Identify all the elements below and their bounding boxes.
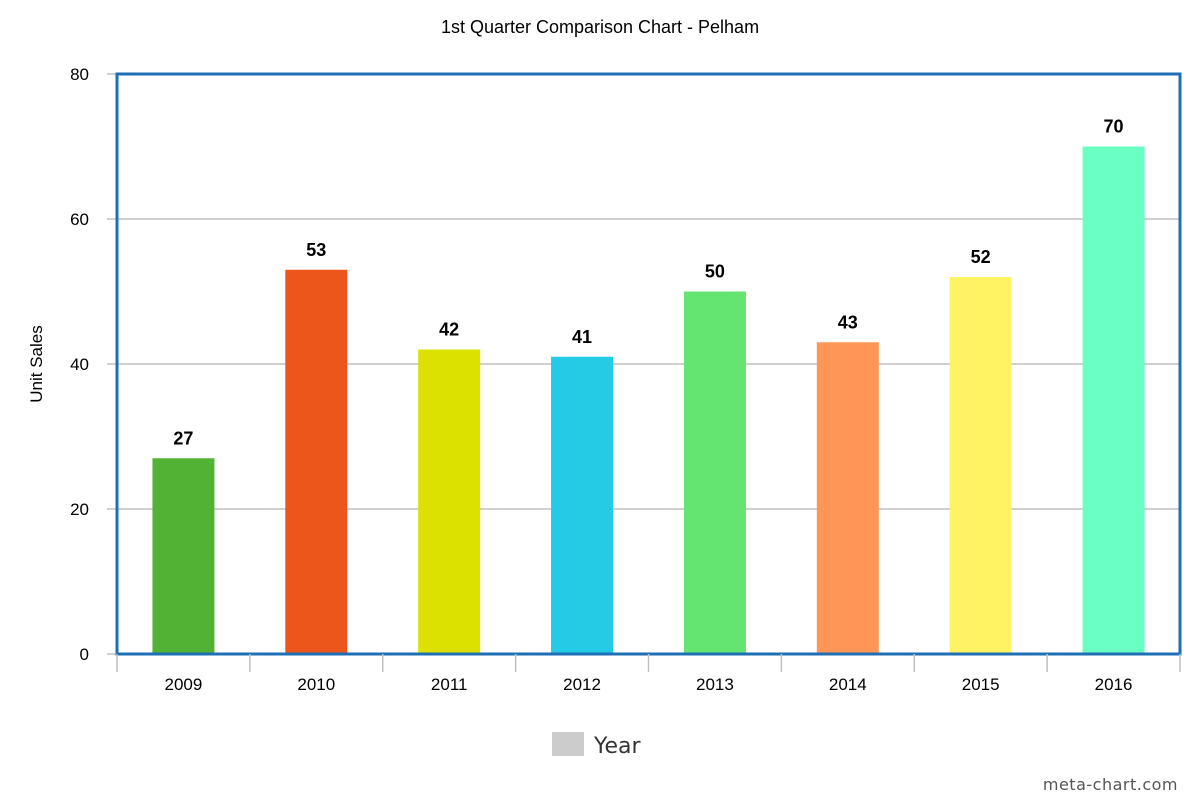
x-tick-label-2014: 2014 bbox=[829, 675, 867, 694]
data-label-2012: 41 bbox=[572, 327, 592, 347]
bar-2015[interactable] bbox=[949, 277, 1012, 654]
x-tick-label-2009: 2009 bbox=[165, 675, 203, 694]
data-label-2013: 50 bbox=[705, 262, 725, 282]
data-label-2014: 43 bbox=[838, 312, 858, 332]
y-axis-ticks: 0 20 40 60 80 bbox=[70, 65, 117, 664]
y-tick-label: 20 bbox=[70, 500, 89, 519]
x-axis-ticks: 2009 2010 2011 2012 2013 2014 2015 2016 bbox=[116, 654, 1181, 694]
bar-2014[interactable] bbox=[816, 342, 879, 654]
y-tick-label: 80 bbox=[70, 65, 89, 84]
grid-lines bbox=[117, 218, 1180, 510]
y-axis-label: Unit Sales bbox=[27, 325, 46, 402]
data-label-2010: 53 bbox=[306, 240, 326, 260]
bar-2016[interactable] bbox=[1082, 146, 1145, 655]
x-tick-label-2015: 2015 bbox=[962, 675, 1000, 694]
data-labels: 27 53 42 41 50 43 52 70 bbox=[173, 117, 1123, 449]
watermark-text: meta-chart.com bbox=[1043, 775, 1178, 794]
y-tick-label: 60 bbox=[70, 210, 89, 229]
bar-2013[interactable] bbox=[683, 291, 746, 655]
data-label-2011: 42 bbox=[439, 320, 459, 340]
legend-label[interactable]: Year bbox=[593, 734, 642, 759]
chart-title: 1st Quarter Comparison Chart - Pelham bbox=[441, 17, 759, 37]
bars bbox=[152, 146, 1145, 655]
data-label-2016: 70 bbox=[1104, 117, 1124, 137]
x-tick-label-2012: 2012 bbox=[563, 675, 601, 694]
y-tick-label: 40 bbox=[70, 355, 89, 374]
legend[interactable]: Year bbox=[552, 732, 642, 759]
data-label-2015: 52 bbox=[971, 247, 991, 267]
bar-2011[interactable] bbox=[418, 349, 481, 655]
x-tick-label-2013: 2013 bbox=[696, 675, 734, 694]
bar-2012[interactable] bbox=[551, 356, 614, 654]
bar-2009[interactable] bbox=[152, 458, 215, 654]
y-tick-label: 0 bbox=[80, 645, 89, 664]
legend-swatch[interactable] bbox=[552, 732, 584, 756]
bar-2010[interactable] bbox=[285, 269, 348, 654]
x-tick-label-2011: 2011 bbox=[431, 675, 468, 694]
x-tick-label-2016: 2016 bbox=[1095, 675, 1133, 694]
data-label-2009: 27 bbox=[173, 428, 193, 448]
x-tick-label-2010: 2010 bbox=[297, 675, 335, 694]
